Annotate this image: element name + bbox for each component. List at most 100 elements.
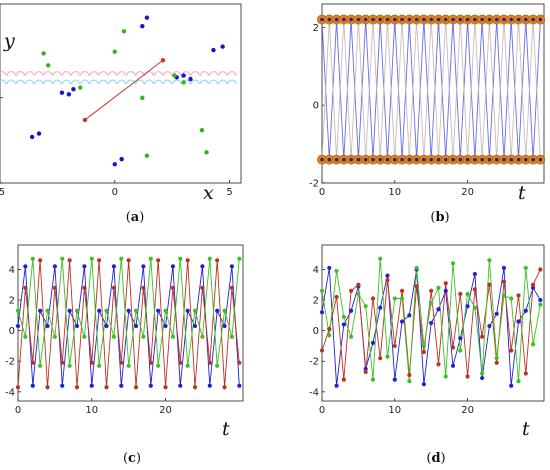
data-point xyxy=(111,334,117,339)
scatter-point xyxy=(140,95,145,100)
x-tick-label: 0 xyxy=(15,405,21,416)
center-dot xyxy=(385,157,390,162)
ring-marker xyxy=(6,79,16,85)
ring-marker xyxy=(0,79,7,85)
ring-marker xyxy=(34,79,44,85)
data-point xyxy=(494,360,499,365)
data-point xyxy=(215,308,220,313)
data-point xyxy=(334,383,339,388)
data-point xyxy=(327,265,332,271)
ring-marker xyxy=(116,79,127,85)
center-dot xyxy=(436,17,441,22)
data-point xyxy=(450,345,456,350)
center-dot xyxy=(473,157,477,162)
data-point xyxy=(421,343,427,349)
y-axis-label: y xyxy=(3,30,15,52)
data-point xyxy=(334,268,339,274)
center-dot xyxy=(342,157,346,162)
data-point xyxy=(119,383,124,388)
ring-marker xyxy=(6,70,16,76)
data-point xyxy=(480,371,485,376)
ring-marker xyxy=(153,70,164,76)
center-dot xyxy=(371,17,375,22)
caption-close-paren: ) xyxy=(139,210,144,225)
data-point xyxy=(126,363,131,368)
ring-marker xyxy=(52,70,62,76)
center-dot xyxy=(451,157,455,162)
data-point xyxy=(443,374,448,379)
y-tick-label: -4 xyxy=(5,387,15,398)
center-dot xyxy=(451,17,455,22)
data-point xyxy=(192,308,198,313)
data-point xyxy=(38,258,43,263)
x-tick-label: 0 xyxy=(319,405,325,416)
panel-d: 0 10 20 -4 -2 0 2 4 t (d) xyxy=(309,244,545,466)
data-point xyxy=(429,301,434,306)
scatter-point xyxy=(172,73,177,78)
data-point xyxy=(443,288,448,293)
plot-frame xyxy=(321,244,545,402)
data-point xyxy=(436,285,441,290)
center-dot xyxy=(392,17,397,22)
data-point xyxy=(494,356,499,361)
data-point xyxy=(530,285,536,290)
data-point xyxy=(341,322,346,327)
data-point xyxy=(148,256,153,261)
center-dot xyxy=(458,157,463,162)
data-point xyxy=(465,374,470,379)
data-point xyxy=(141,285,146,290)
data-point xyxy=(509,296,514,301)
data-point xyxy=(229,285,235,290)
data-point xyxy=(407,372,412,378)
data-point xyxy=(30,360,35,365)
data-point xyxy=(170,264,176,269)
data-point xyxy=(465,291,470,297)
data-point xyxy=(45,323,50,329)
ring-marker xyxy=(227,79,237,85)
center-dot xyxy=(320,17,324,22)
segment-endpoint xyxy=(82,117,88,123)
data-point xyxy=(319,288,325,293)
center-dot xyxy=(378,157,383,162)
data-point xyxy=(399,288,405,293)
data-point xyxy=(363,366,368,371)
data-point xyxy=(356,282,361,287)
data-point xyxy=(319,310,325,315)
data-point xyxy=(516,293,521,298)
ring-marker xyxy=(208,70,219,76)
data-point xyxy=(501,279,507,284)
caption-open-paren: ( xyxy=(126,210,131,225)
scatter-point xyxy=(41,51,46,56)
center-dot xyxy=(400,157,404,162)
data-point xyxy=(74,308,80,313)
ring-marker xyxy=(80,79,90,85)
x-tick-label: -5 xyxy=(0,187,5,198)
center-dot xyxy=(516,17,521,22)
data-point xyxy=(185,363,190,368)
data-point xyxy=(133,308,139,313)
data-point xyxy=(472,287,477,292)
x-axis-label: t xyxy=(522,418,530,440)
data-point xyxy=(170,285,176,290)
scatter-point xyxy=(144,15,150,20)
center-dot xyxy=(422,17,426,22)
data-point xyxy=(185,258,190,263)
data-point xyxy=(82,264,87,269)
data-point xyxy=(327,333,332,338)
caption-close-paren: ) xyxy=(441,451,446,466)
scatter-point xyxy=(199,127,205,133)
y-tick-label: 2 xyxy=(313,23,319,34)
data-point xyxy=(501,265,507,271)
data-point xyxy=(465,304,470,309)
data-point xyxy=(67,363,72,368)
data-point xyxy=(237,256,242,261)
data-point xyxy=(370,340,376,345)
center-dot xyxy=(356,17,361,22)
scatter-point xyxy=(181,80,186,85)
data-point xyxy=(163,385,168,390)
caption-open-paren: ( xyxy=(426,451,431,466)
y-tick-label: 0 xyxy=(313,326,319,337)
data-point xyxy=(111,264,117,269)
data-point xyxy=(170,334,176,339)
